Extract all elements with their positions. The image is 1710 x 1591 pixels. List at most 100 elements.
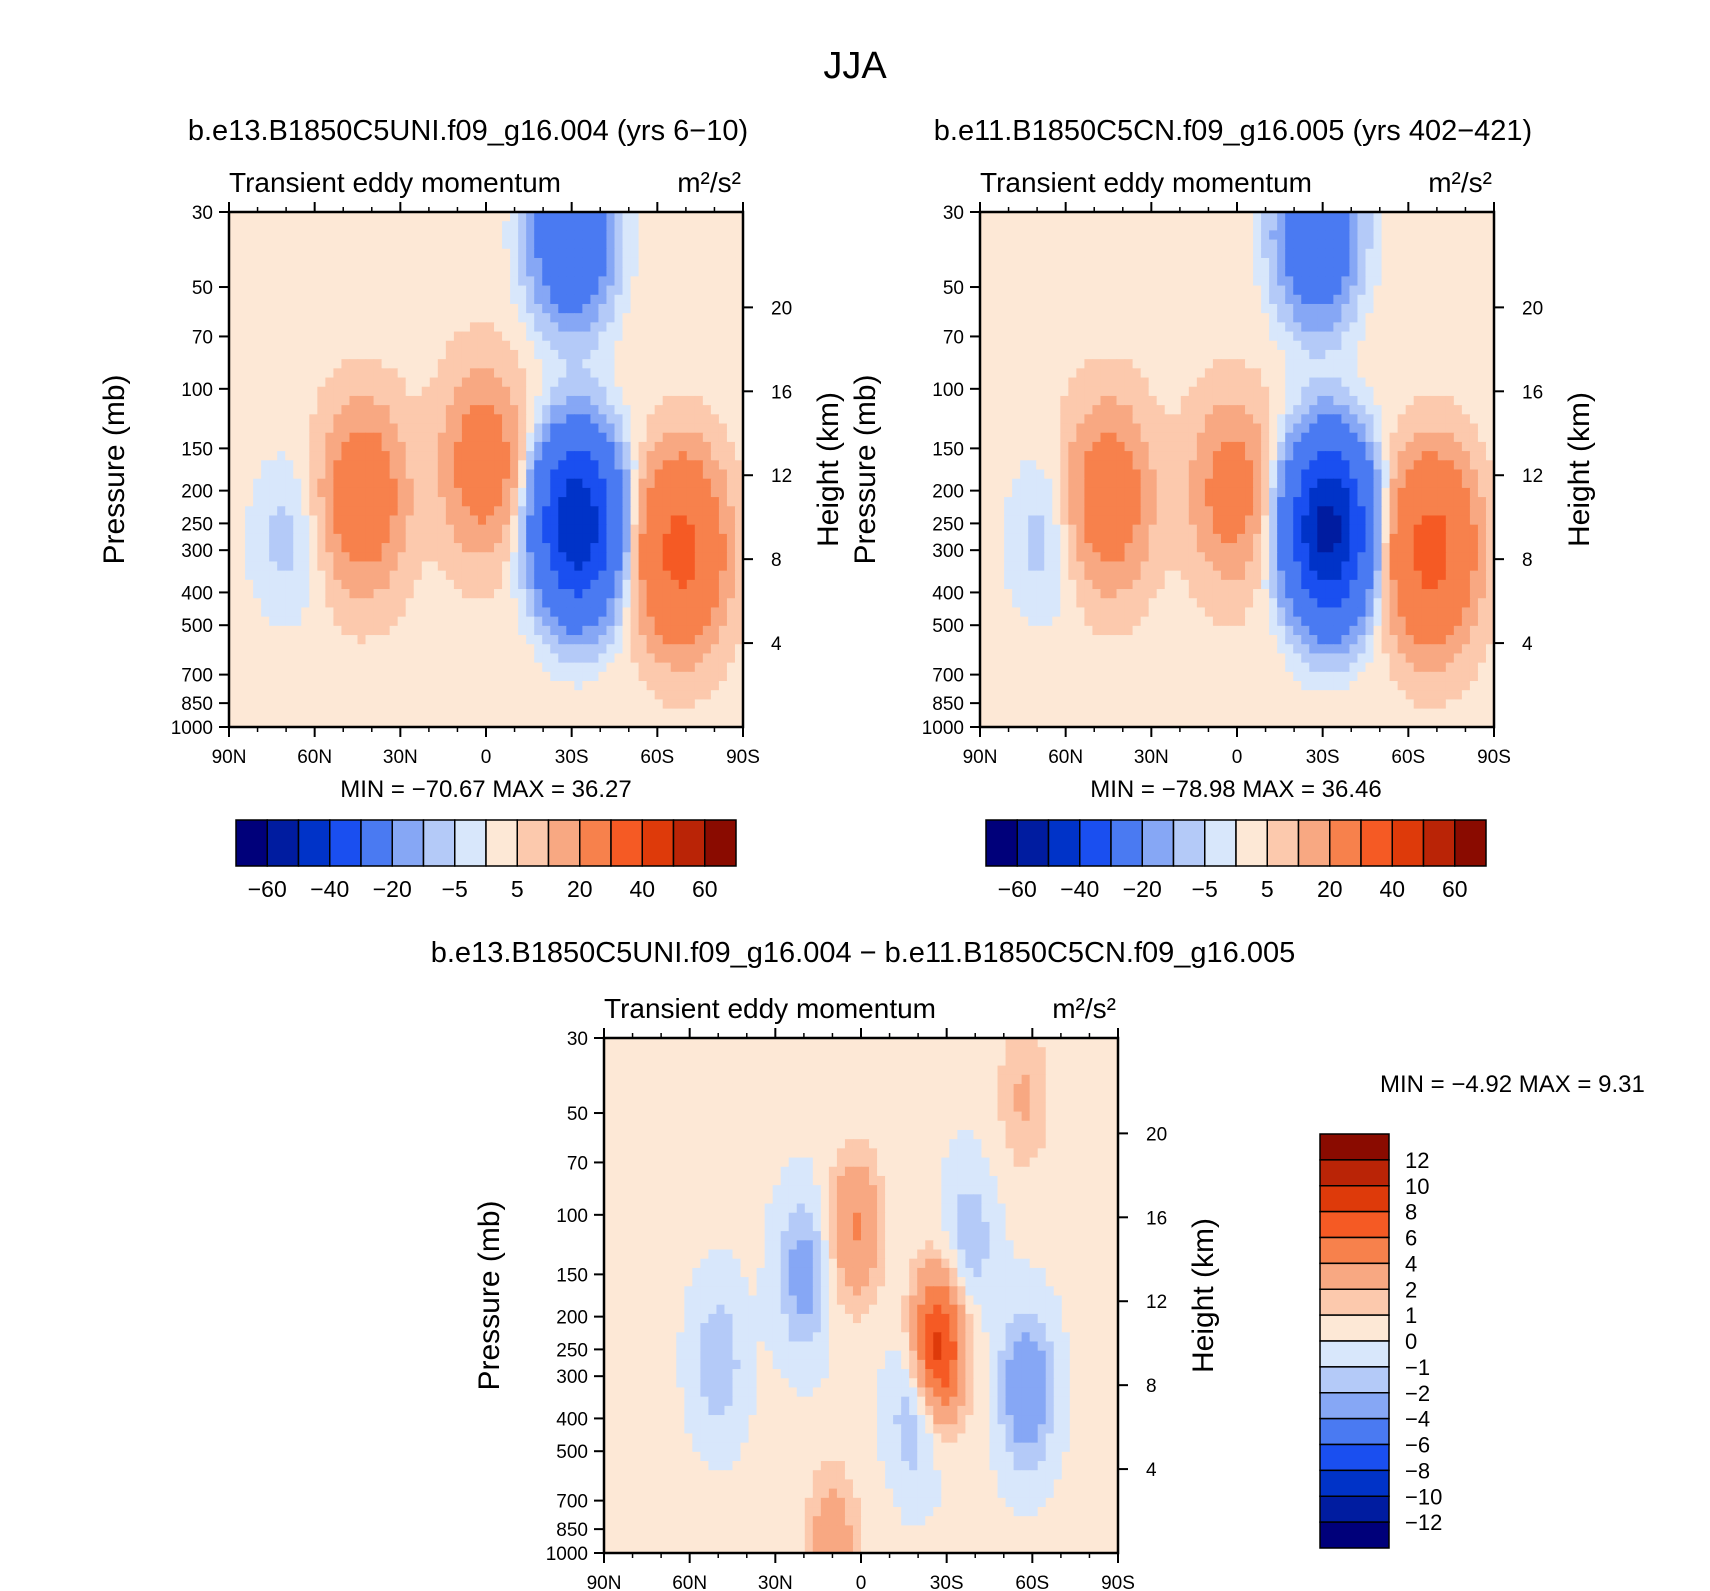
field-cell	[518, 625, 527, 636]
field-cell	[582, 561, 592, 572]
field-cell	[988, 331, 997, 342]
field-cell	[630, 699, 640, 710]
field-cell	[461, 221, 471, 231]
field-cell	[590, 331, 600, 342]
field-cell	[686, 616, 696, 627]
field-cell	[309, 368, 318, 379]
field-cell	[357, 349, 367, 360]
field-cell	[373, 368, 383, 379]
colorbar-box	[391, 819, 425, 867]
field-cell	[277, 690, 286, 701]
field-cell	[1228, 285, 1238, 296]
field-cell	[510, 561, 519, 572]
field-cell	[534, 239, 543, 250]
field-cell	[1405, 248, 1415, 259]
field-cell	[253, 625, 262, 636]
field-cell	[421, 671, 431, 682]
field-cell	[988, 340, 997, 351]
field-cell	[285, 460, 294, 471]
field-cell	[1156, 359, 1166, 369]
field-cell	[718, 303, 728, 314]
field-cell	[389, 303, 399, 314]
field-cell	[293, 248, 302, 259]
field-cell	[341, 405, 351, 415]
field-cell	[526, 598, 535, 609]
field-cell	[550, 368, 559, 379]
field-cell	[381, 303, 391, 314]
field-cell	[686, 699, 696, 710]
field-cell	[437, 681, 447, 691]
field-cell	[510, 276, 519, 287]
field-cell	[566, 451, 575, 461]
field-cell	[293, 257, 302, 268]
field-cell	[317, 579, 326, 590]
field-cell	[494, 285, 503, 296]
field-cell	[1084, 377, 1094, 388]
field-cell	[726, 579, 736, 590]
field-cell	[341, 681, 351, 691]
field-cell	[638, 690, 648, 701]
field-cell	[325, 432, 335, 443]
field-cell	[542, 340, 551, 351]
field-cell	[494, 423, 503, 434]
field-cell	[1437, 359, 1447, 369]
field-cell	[686, 598, 696, 609]
field-cell	[365, 368, 375, 379]
field-cell	[550, 579, 559, 590]
field-cell	[325, 579, 335, 590]
field-cell	[453, 267, 463, 277]
field-cell	[461, 635, 471, 645]
field-cell	[1060, 395, 1069, 406]
field-cell	[1245, 285, 1254, 296]
field-cell	[502, 257, 511, 268]
field-cell	[646, 598, 656, 609]
field-cell	[646, 285, 656, 296]
field-cell	[413, 690, 423, 701]
field-cell	[1148, 221, 1158, 231]
field-cell	[526, 285, 535, 296]
field-cell	[534, 533, 543, 544]
field-cell	[429, 561, 439, 572]
field-cell	[1293, 322, 1302, 333]
field-cell	[429, 359, 439, 369]
field-cell	[1220, 349, 1230, 360]
field-cell	[333, 662, 343, 673]
field-cell	[686, 469, 696, 480]
field-cell	[1413, 368, 1423, 379]
field-cell	[389, 653, 399, 664]
field-cell	[1341, 248, 1351, 259]
field-cell	[317, 331, 326, 342]
field-cell	[1004, 395, 1013, 406]
field-cell	[638, 221, 648, 231]
field-cell	[1333, 276, 1343, 287]
field-cell	[574, 405, 583, 415]
field-cell	[694, 533, 704, 544]
field-cell	[1100, 285, 1110, 296]
field-cell	[333, 671, 343, 682]
field-cell	[662, 349, 672, 360]
field-cell	[413, 221, 423, 231]
field-cell	[1076, 212, 1086, 222]
field-cell	[980, 395, 989, 406]
field-cell	[429, 414, 439, 425]
field-cell	[566, 414, 575, 425]
field-cell	[1421, 377, 1431, 388]
field-cell	[502, 708, 511, 719]
field-cell	[1277, 340, 1286, 351]
field-cell	[1477, 359, 1487, 369]
field-cell	[1052, 349, 1061, 360]
field-cell	[606, 248, 616, 259]
field-cell	[389, 331, 399, 342]
field-cell	[662, 368, 672, 379]
field-cell	[381, 322, 391, 333]
field-cell	[1293, 257, 1302, 268]
field-cell	[558, 322, 567, 333]
field-cell	[558, 212, 567, 222]
field-cell	[277, 717, 286, 728]
field-cell	[373, 671, 383, 682]
field-cell	[1453, 386, 1463, 397]
field-cell	[494, 221, 503, 231]
field-cell	[638, 212, 648, 222]
field-cell	[317, 635, 326, 645]
field-cell	[694, 607, 704, 618]
